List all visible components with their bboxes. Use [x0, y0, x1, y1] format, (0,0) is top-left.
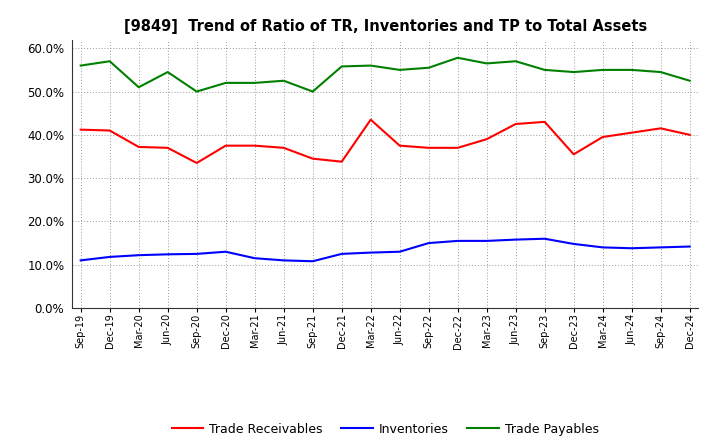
Trade Receivables — [308, 156, 317, 161]
Trade Payables — [221, 80, 230, 85]
Inventories — [598, 245, 607, 250]
Trade Payables — [395, 67, 404, 73]
Trade Payables — [685, 78, 694, 83]
Inventories — [657, 245, 665, 250]
Trade Payables — [338, 64, 346, 69]
Inventories — [482, 238, 491, 244]
Trade Payables — [627, 67, 636, 73]
Inventories — [395, 249, 404, 254]
Trade Receivables — [685, 132, 694, 137]
Inventories — [511, 237, 520, 242]
Trade Receivables — [221, 143, 230, 148]
Inventories — [105, 254, 114, 260]
Inventories — [192, 251, 201, 257]
Trade Payables — [135, 84, 143, 90]
Inventories — [279, 258, 288, 263]
Trade Payables — [511, 59, 520, 64]
Trade Receivables — [454, 145, 462, 150]
Inventories — [308, 259, 317, 264]
Title: [9849]  Trend of Ratio of TR, Inventories and TP to Total Assets: [9849] Trend of Ratio of TR, Inventories… — [124, 19, 647, 34]
Trade Receivables — [541, 119, 549, 125]
Inventories — [541, 236, 549, 242]
Trade Receivables — [395, 143, 404, 148]
Trade Receivables — [657, 126, 665, 131]
Trade Receivables — [163, 145, 172, 150]
Trade Payables — [598, 67, 607, 73]
Line: Trade Payables: Trade Payables — [81, 58, 690, 92]
Trade Payables — [424, 65, 433, 70]
Trade Receivables — [598, 134, 607, 139]
Trade Payables — [192, 89, 201, 94]
Trade Payables — [163, 70, 172, 75]
Trade Receivables — [366, 117, 375, 122]
Inventories — [338, 251, 346, 257]
Inventories — [454, 238, 462, 244]
Trade Receivables — [627, 130, 636, 136]
Trade Payables — [251, 80, 259, 85]
Inventories — [366, 250, 375, 255]
Trade Receivables — [570, 152, 578, 157]
Trade Receivables — [76, 127, 85, 132]
Inventories — [627, 246, 636, 251]
Trade Payables — [657, 70, 665, 75]
Inventories — [251, 256, 259, 261]
Trade Payables — [76, 63, 85, 68]
Trade Receivables — [192, 160, 201, 165]
Trade Receivables — [511, 121, 520, 127]
Trade Receivables — [338, 159, 346, 164]
Trade Receivables — [251, 143, 259, 148]
Trade Payables — [570, 70, 578, 75]
Trade Payables — [105, 59, 114, 64]
Trade Receivables — [482, 136, 491, 142]
Inventories — [424, 240, 433, 246]
Trade Payables — [482, 61, 491, 66]
Trade Payables — [308, 89, 317, 94]
Trade Receivables — [279, 145, 288, 150]
Line: Inventories: Inventories — [81, 239, 690, 261]
Trade Receivables — [135, 144, 143, 150]
Trade Payables — [454, 55, 462, 60]
Inventories — [221, 249, 230, 254]
Inventories — [685, 244, 694, 249]
Inventories — [76, 258, 85, 263]
Inventories — [570, 241, 578, 246]
Trade Receivables — [424, 145, 433, 150]
Trade Payables — [541, 67, 549, 73]
Trade Receivables — [105, 128, 114, 133]
Trade Payables — [279, 78, 288, 83]
Line: Trade Receivables: Trade Receivables — [81, 120, 690, 163]
Legend: Trade Receivables, Inventories, Trade Payables: Trade Receivables, Inventories, Trade Pa… — [166, 418, 604, 440]
Inventories — [163, 252, 172, 257]
Trade Payables — [366, 63, 375, 68]
Inventories — [135, 253, 143, 258]
